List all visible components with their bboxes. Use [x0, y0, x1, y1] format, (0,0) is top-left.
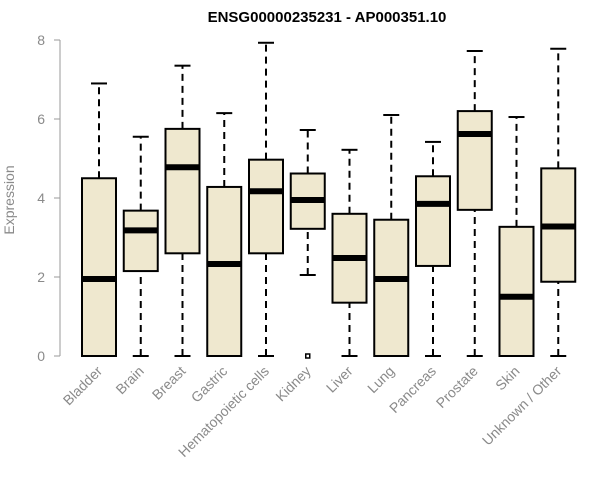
x-tick-label: Lung [364, 363, 397, 396]
y-tick-label: 8 [37, 32, 45, 48]
box-brain [122, 135, 159, 357]
y-tick-label: 0 [37, 348, 45, 364]
box-lung [373, 114, 410, 357]
y-tick-label: 2 [37, 269, 45, 285]
box-unknown-other [540, 47, 577, 357]
box-skin [498, 116, 535, 357]
box-pancreas [415, 140, 451, 357]
y-tick-label: 4 [37, 190, 45, 206]
x-tick-label: Kidney [272, 363, 314, 405]
iqr-box [248, 158, 284, 255]
box-liver [331, 148, 368, 357]
box-prostate [456, 50, 493, 357]
iqr-box [164, 127, 201, 255]
iqr-box [206, 185, 243, 357]
y-tick-label: 6 [37, 111, 45, 127]
x-tick-label: Prostate [433, 363, 481, 411]
iqr-box [415, 175, 451, 267]
x-tick-label: Brain [112, 363, 146, 397]
boxes-group [81, 41, 577, 359]
iqr-box [498, 225, 535, 357]
box-gastric [206, 112, 243, 357]
chart-title: ENSG00000235231 - AP000351.10 [208, 9, 447, 26]
x-tick-label: Bladder [60, 363, 106, 409]
x-tick-label: Skin [492, 363, 523, 394]
box-hematopoietic-cells [248, 41, 284, 357]
x-tick-label: Breast [149, 363, 189, 403]
outlier-point [305, 353, 311, 359]
x-tick-label: Unknown / Other [479, 363, 565, 449]
box-bladder [81, 82, 117, 357]
iqr-box [456, 110, 493, 211]
iqr-box [122, 209, 159, 273]
iqr-box [81, 177, 117, 357]
iqr-box [373, 218, 410, 357]
y-axis-label: Expression [1, 165, 17, 234]
box-breast [164, 64, 201, 357]
x-tick-label: Liver [323, 363, 356, 396]
box-kidney [289, 129, 326, 359]
y-axis: 0 2 4 6 8 [37, 32, 61, 364]
